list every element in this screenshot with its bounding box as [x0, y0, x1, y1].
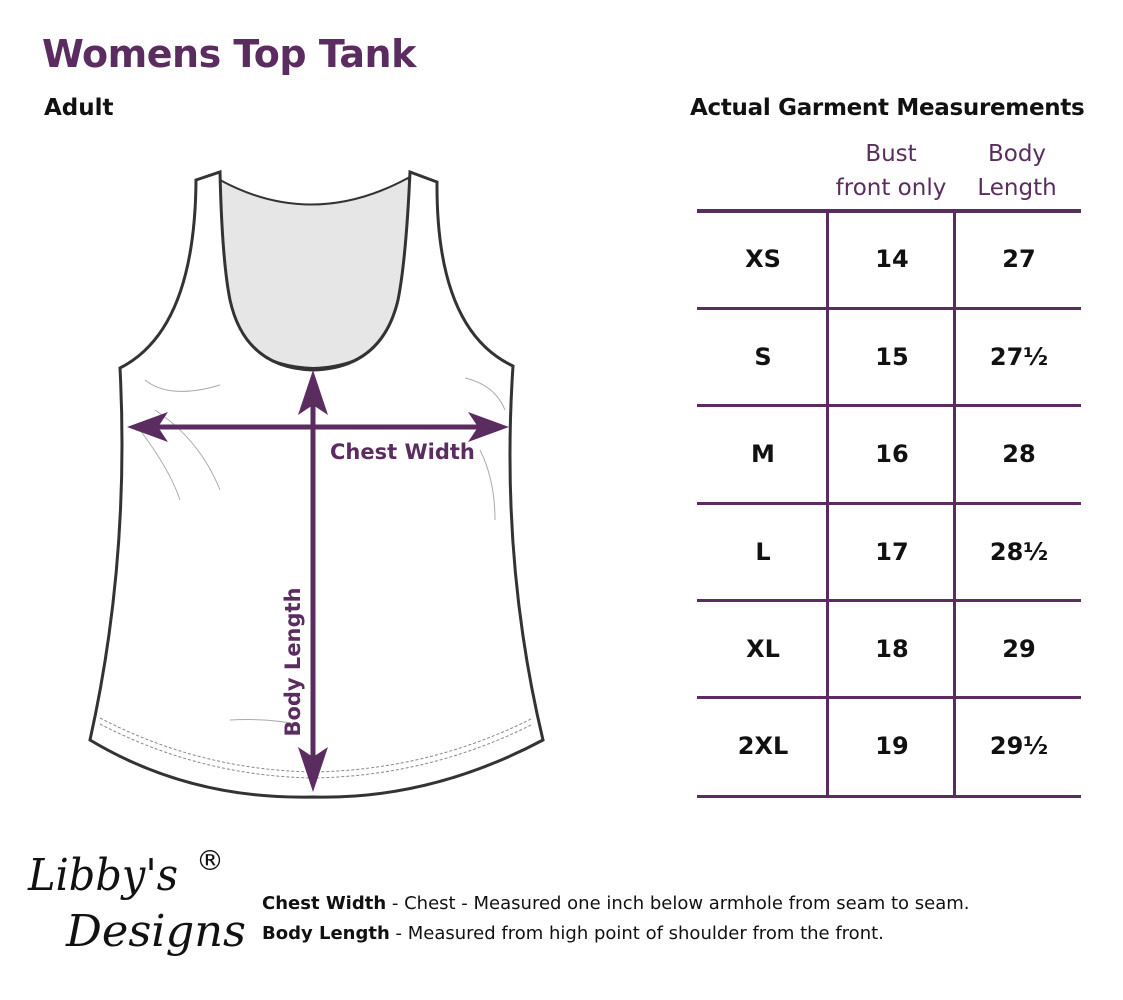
column-header-bust: Bust front only	[827, 137, 955, 205]
page-title: Womens Top Tank	[42, 32, 416, 76]
cell-bust: 14	[875, 245, 909, 273]
table-column-divider	[826, 211, 829, 797]
body-length-arrow	[298, 370, 328, 792]
chest-width-label: Chest Width	[330, 440, 475, 464]
cell-length: 28	[1002, 440, 1036, 468]
cell-size: S	[754, 343, 772, 371]
cell-size: XS	[745, 245, 781, 273]
table-divider	[697, 404, 1081, 407]
libbys-designs-logo: Libby's ® Designs	[27, 844, 246, 957]
cell-bust: 16	[875, 440, 909, 468]
cell-bust: 19	[875, 732, 909, 760]
note-chest-width: Chest Width - Chest - Measured one inch …	[262, 893, 970, 914]
cell-bust: 18	[875, 635, 909, 663]
table-divider	[697, 795, 1081, 798]
note-text: - Measured from high point of shoulder f…	[389, 923, 884, 944]
note-term: Chest Width	[262, 893, 387, 914]
subtitle: Adult	[44, 95, 114, 121]
column-header-line: front only	[835, 175, 947, 201]
table-divider	[697, 502, 1081, 505]
cell-size: XL	[746, 635, 780, 663]
tank-top-diagram: Chest Width Body Length	[88, 169, 545, 799]
column-header-line: Body	[987, 141, 1047, 167]
cell-size: L	[755, 538, 771, 566]
logo-text: Libby's	[27, 850, 178, 901]
cell-bust: 15	[875, 343, 909, 371]
column-header-length: Body Length	[954, 137, 1080, 205]
cell-length: 29½	[989, 732, 1049, 760]
cell-length: 27½	[989, 343, 1049, 371]
note-body-length: Body Length - Measured from high point o…	[262, 923, 884, 944]
cell-length: 28½	[989, 538, 1049, 566]
table-divider	[697, 307, 1081, 310]
table-divider	[697, 599, 1081, 602]
chest-width-arrow	[127, 412, 509, 442]
cell-size: 2XL	[737, 732, 789, 760]
body-length-label: Body Length	[281, 587, 305, 736]
cell-length: 27	[1002, 245, 1036, 273]
table-divider	[697, 209, 1081, 213]
table-divider	[697, 696, 1081, 699]
note-text: - Chest - Measured one inch below armhol…	[386, 893, 970, 914]
table-title: Actual Garment Measurements	[690, 95, 1085, 121]
cell-bust: 17	[875, 538, 909, 566]
registered-mark: ®	[196, 844, 224, 877]
column-header-line: Length	[977, 175, 1057, 201]
cell-length: 29	[1002, 635, 1036, 663]
logo-text: Designs	[65, 906, 246, 957]
column-header-line: Bust	[865, 141, 917, 167]
cell-size: M	[751, 440, 775, 468]
note-term: Body Length	[262, 923, 390, 944]
table-column-divider	[953, 211, 956, 797]
